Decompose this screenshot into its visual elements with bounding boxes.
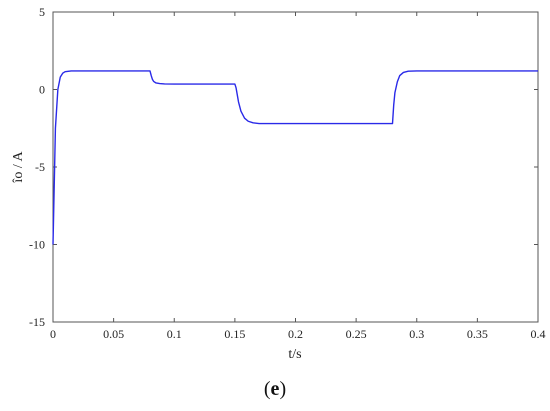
x-tick-label: 0 bbox=[50, 327, 56, 341]
axis-ticks bbox=[52, 11, 539, 323]
x-tick-label: 0.05 bbox=[103, 327, 124, 341]
y-axis-label: îo / A bbox=[11, 151, 26, 184]
caption-open: ( bbox=[263, 378, 271, 400]
x-tick-labels: 0 0.05 0.1 0.15 0.2 0.25 0.3 0.35 0.4 bbox=[50, 327, 546, 341]
x-tick-label: 0.15 bbox=[224, 327, 245, 341]
y-tick-labels: 5 0 -5 -10 -15 bbox=[29, 5, 45, 329]
x-tick-label: 0.2 bbox=[288, 327, 303, 341]
caption-close: ) bbox=[279, 378, 287, 400]
x-tick-label: 0.4 bbox=[531, 327, 546, 341]
caption-letter: e bbox=[270, 378, 280, 400]
series-layer bbox=[52, 70, 538, 245]
x-tick-label: 0.25 bbox=[346, 327, 367, 341]
x-tick-label: 0.3 bbox=[409, 327, 424, 341]
y-tick-label: -10 bbox=[29, 238, 45, 252]
x-tick-label: 0.1 bbox=[167, 327, 182, 341]
y-tick-label: -15 bbox=[29, 315, 45, 329]
y-tick-label: 5 bbox=[39, 5, 45, 19]
x-tick-label: 0.35 bbox=[467, 327, 488, 341]
y-tick-label: 0 bbox=[39, 83, 45, 97]
y-tick-label: -5 bbox=[35, 160, 45, 174]
panel-caption: (e) bbox=[0, 378, 550, 401]
x-axis-label: t/s bbox=[288, 347, 301, 362]
plot-area bbox=[52, 11, 539, 323]
series-line-0 bbox=[52, 70, 538, 245]
line-chart: 0 0.05 0.1 0.15 0.2 0.25 0.3 0.35 0.4 5 0 -5 -10 -15… bbox=[11, 5, 546, 362]
